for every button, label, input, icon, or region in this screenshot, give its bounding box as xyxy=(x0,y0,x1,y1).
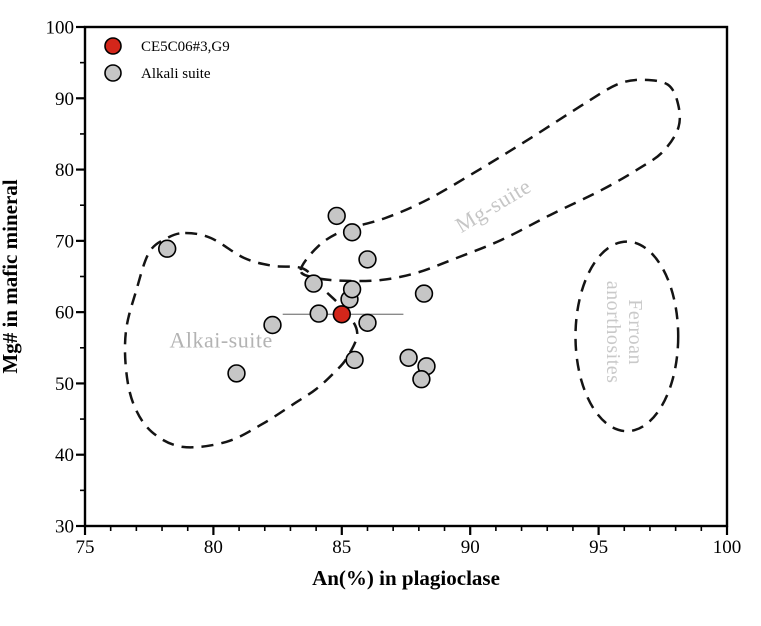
legend-label-sample: CE5C06#3,G9 xyxy=(141,39,230,55)
x-tick-label: 100 xyxy=(713,537,742,558)
y-tick-label: 60 xyxy=(55,303,74,324)
data-point-alkali xyxy=(399,348,418,367)
y-tick-label: 30 xyxy=(55,517,74,538)
axis-ticks xyxy=(76,25,729,535)
region-outlines xyxy=(123,78,682,449)
y-tick-label: 50 xyxy=(55,374,74,395)
data-point-alkali xyxy=(342,223,362,242)
region-outline-alkai-suite xyxy=(123,231,359,449)
data-point-alkali xyxy=(345,350,364,370)
data-point-alkali xyxy=(304,274,323,293)
x-tick-label: 75 xyxy=(76,537,95,558)
data-point-alkali xyxy=(263,315,282,335)
y-tick-label: 80 xyxy=(55,160,74,181)
x-axis-title: An(%) in plagioclase xyxy=(312,566,500,590)
region-label: Mg-suite xyxy=(451,173,535,237)
data-point-alkali xyxy=(227,364,246,383)
legend: CE5C06#3,G9 Alkali suite xyxy=(104,37,230,82)
region-outline-mg-suite xyxy=(299,78,682,283)
y-tick-label: 40 xyxy=(55,445,74,466)
y-tick-label: 100 xyxy=(46,18,75,39)
sample-point xyxy=(332,305,351,324)
alkali-suite-points xyxy=(158,206,436,389)
data-point-alkali xyxy=(158,239,177,258)
y-tick-label: 70 xyxy=(55,231,74,252)
legend-label-alkali: Alkali suite xyxy=(141,66,211,82)
y-axis-title: Mg# in mafic mineral xyxy=(0,179,22,373)
data-point-alkali xyxy=(358,313,377,332)
data-point-sample xyxy=(332,305,351,324)
x-tick-label: 90 xyxy=(461,537,480,558)
x-tick-label: 80 xyxy=(204,537,223,558)
data-point-alkali xyxy=(342,280,362,299)
legend-marker-alkali-icon xyxy=(104,64,122,82)
data-point-alkali xyxy=(358,250,377,269)
legend-marker-sample-icon xyxy=(104,37,122,55)
x-tick-label: 85 xyxy=(332,537,351,558)
region-outline-ferroan xyxy=(574,240,680,433)
y-tick-labels: 30 40 50 60 70 80 90 100 xyxy=(46,18,75,538)
data-point-alkali xyxy=(327,206,346,226)
data-point-alkali xyxy=(414,284,434,303)
x-tick-labels: 75 80 85 90 95 100 xyxy=(76,537,742,558)
region-label: Alkai-suite xyxy=(169,328,272,353)
data-point-alkali xyxy=(309,304,328,323)
region-label: Ferroananorthosites xyxy=(602,281,646,384)
x-tick-label: 95 xyxy=(589,537,608,558)
y-tick-label: 90 xyxy=(55,89,74,110)
data-point-alkali xyxy=(412,370,431,389)
